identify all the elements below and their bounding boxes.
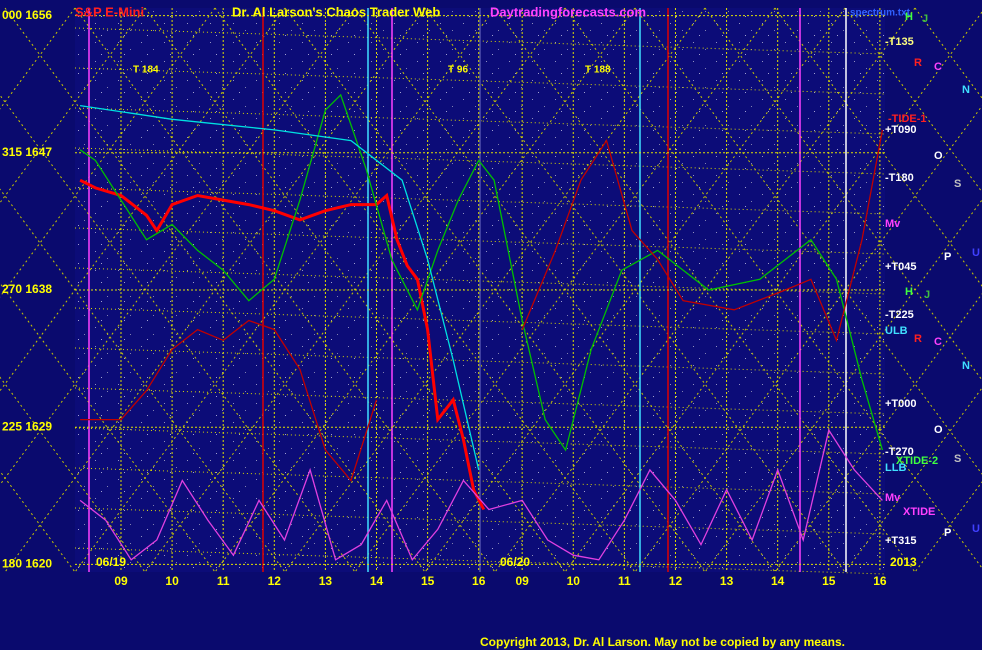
annotation: N: [962, 84, 970, 96]
series-line: [79, 178, 486, 511]
series-line: [79, 428, 883, 562]
annotation: J: [922, 13, 928, 25]
y-tick-label: 270 1638: [2, 282, 52, 296]
x-tick-label: 14: [771, 574, 785, 588]
series-line: [79, 93, 884, 452]
x-tick-label: 14: [370, 574, 384, 588]
annotation: Dr. Al Larson's Chaos Trader Web: [232, 4, 440, 19]
annotation: R: [914, 333, 922, 345]
annotation: N: [962, 360, 970, 372]
y-tick-label: 225 1629: [2, 419, 52, 433]
annotation: -T135: [885, 36, 914, 48]
annotation: 06/19: [96, 555, 126, 569]
x-tick-label: 12: [268, 574, 282, 588]
y-tick-label: 000 1656: [2, 8, 52, 22]
diagonal: [844, 387, 982, 573]
annotation: J: [924, 289, 930, 301]
annotation: O: [934, 424, 943, 436]
annotation: T 184: [133, 65, 159, 76]
annotation: ULB: [885, 325, 908, 337]
annotation: H: [905, 286, 913, 298]
annotation: XTIDE-2: [896, 455, 938, 467]
annotation: S&P E-Mini: [75, 4, 144, 19]
annotation: Copyright 2013, Dr. Al Larson. May not b…: [480, 635, 845, 649]
annotation: +T090: [885, 124, 917, 136]
series-line: [80, 129, 884, 482]
annotation: +T045: [885, 261, 917, 273]
x-tick-label: 11: [217, 574, 230, 588]
x-tick-label: 13: [720, 574, 734, 588]
x-tick-label: 12: [669, 574, 683, 588]
x-tick-label: 10: [165, 574, 179, 588]
annotation: LLB: [885, 462, 906, 474]
x-tick-label: 11: [618, 574, 631, 588]
annotation: U: [972, 523, 980, 535]
annotation: spectrum.txt: [850, 8, 911, 19]
annotation: 06/20: [500, 555, 530, 569]
annotation: T 96: [448, 65, 468, 76]
annotation: T 188: [585, 65, 611, 76]
x-tick-label: 10: [567, 574, 581, 588]
x-tick-label: 15: [822, 574, 836, 588]
annotation: P: [944, 251, 951, 263]
annotation: C: [934, 336, 942, 348]
x-tick-label: 09: [114, 574, 128, 588]
diagonal: [0, 7, 216, 298]
x-tick-label: 09: [515, 574, 529, 588]
y-tick-label: 315 1647: [2, 145, 52, 159]
annotation: U: [972, 247, 980, 259]
series-line: [80, 104, 480, 471]
annotation: R: [914, 57, 922, 69]
annotation: Mv: [885, 492, 901, 504]
diagonal: [774, 293, 982, 573]
annotation: -T180: [885, 172, 914, 184]
annotation: -T225: [885, 309, 914, 321]
annotation: O: [934, 150, 943, 162]
annotation: 2013: [890, 555, 917, 569]
annotation: -T270: [885, 446, 914, 458]
y-tick-label: 180 1620: [2, 557, 52, 571]
annotation: -TIDE-1: [888, 113, 927, 125]
annotation: Mv: [885, 218, 901, 230]
x-tick-label: 15: [421, 574, 435, 588]
annotation: S: [954, 178, 961, 190]
annotation: +T000: [885, 398, 917, 410]
annotation: C: [934, 61, 942, 73]
annotation: S: [954, 453, 961, 465]
annotation: XTIDE: [903, 506, 935, 518]
annotation: Daytradingforecasts.com: [490, 4, 646, 19]
x-tick-label: 16: [873, 574, 887, 588]
x-tick-label: 16: [472, 574, 486, 588]
x-tick-label: 13: [319, 574, 333, 588]
annotation: H: [905, 11, 913, 23]
annotation: P: [944, 527, 951, 539]
annotation: +T315: [885, 535, 917, 547]
